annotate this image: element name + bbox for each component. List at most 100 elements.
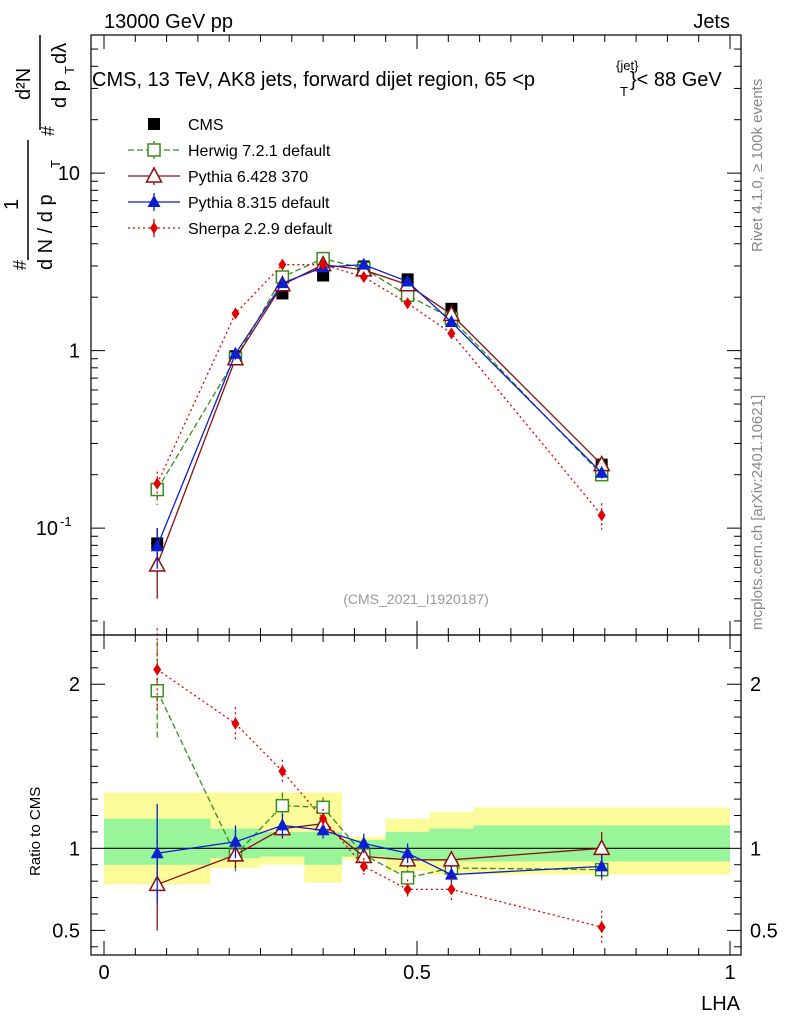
ratio-y-tick-label-left-2: 2 (69, 674, 80, 696)
ratio-frame (90, 634, 742, 956)
energy-label: 13000 GeV pp (104, 11, 233, 33)
legend-marker-pythia-6-428-370 (145, 166, 163, 183)
ratio-point-sherpa-2-2-9-default-7 (597, 921, 606, 934)
legend-label-pythia-8-315-default: Pythia 8.315 default (188, 195, 330, 212)
legend-marker-sherpa-2-2-9-default (150, 222, 158, 234)
ratio-point-pythia-8-315-default-0 (150, 846, 164, 859)
legend-label-herwig-7-2-1-default: Herwig 7.2.1 default (188, 143, 331, 160)
ratio-y-tick-label-right-2: 2 (750, 674, 761, 696)
x-tick-label-2: 1 (724, 962, 735, 984)
ratio-point-sherpa-2-2-9-default-5 (403, 883, 412, 896)
legend-marker-cms (148, 118, 160, 130)
legend: CMS Herwig 7.2.1 default Pythia 6.428 370 P… (128, 117, 333, 238)
ylabel-hash-2: # (38, 126, 58, 136)
ratio-series-pythia-8-315-default (150, 804, 609, 903)
main-line-pythia-8-315-default (156, 264, 603, 547)
ylabel-dpt: d p (49, 80, 71, 108)
ratio-point-pythia-6-428-370-6 (442, 850, 461, 867)
ylabel-denominator-sub: T (48, 160, 63, 168)
legend-item-sherpa-2-2-9-default: Sherpa 2.2.9 default (128, 219, 333, 238)
ylabel-numerator: 1 (1, 199, 23, 210)
plot-title-main: CMS, 13 TeV, AK8 jets, forward dijet reg… (92, 69, 535, 91)
ratio-y-axis-label: Ratio to CMS (27, 787, 44, 876)
legend-label-cms: CMS (188, 117, 224, 134)
ratio-line-sherpa-2-2-9-default (156, 668, 602, 928)
ratio-y-tick-label-left-0: 0.5 (52, 920, 80, 942)
ylabel-dlambda: dλ (49, 43, 71, 64)
ratio-line-pythia-8-315-default (157, 824, 602, 876)
main-point-sherpa-2-2-9-default-6 (447, 327, 456, 340)
plot-title-subscript: T (620, 84, 628, 99)
ratio-point-sherpa-2-2-9-default-4 (359, 860, 368, 873)
main-y-axis-label: # 1 d N / d p T # d²N d p T dλ (1, 35, 77, 270)
main-point-pythia-8-315-default-2 (275, 276, 289, 289)
main-point-sherpa-2-2-9-default-4 (359, 270, 368, 283)
main-point-sherpa-2-2-9-default-5 (403, 297, 412, 310)
plot-title-tail: }< 88 GeV (630, 69, 722, 91)
ratio-line-pythia-6-428-370 (156, 823, 602, 886)
main-point-sherpa-2-2-9-default-2 (278, 258, 287, 271)
main-point-sherpa-2-2-9-default-0 (153, 477, 162, 490)
legend-marker-herwig-7-2-1-default (147, 143, 161, 157)
ratio-series-sherpa-2-2-9-default (153, 628, 606, 944)
main-y-tick-label-0: 10 (36, 518, 58, 540)
legend-marker-pythia-8-315-default (147, 195, 161, 207)
main-line-pythia-6-428-370 (156, 263, 603, 566)
legend-item-pythia-8-315-default: Pythia 8.315 default (128, 193, 330, 212)
ratio-plot-series (148, 628, 611, 944)
ratio-point-herwig-7-2-1-default-5 (400, 871, 415, 885)
legend-label-sherpa-2-2-9-default: Sherpa 2.2.9 default (188, 221, 333, 238)
ratio-y-tick-label-left-1: 1 (69, 838, 80, 860)
rivet-label: Rivet 4.1.0, ≥ 100k events (749, 79, 766, 252)
ratio-point-pythia-8-315-default-1 (228, 834, 242, 847)
main-series-sherpa-2-2-9-default (153, 258, 606, 530)
ratio-line-herwig-7-2-1-default (156, 690, 602, 879)
main-point-pythia-8-315-default-5 (401, 274, 415, 287)
main-point-pythia-8-315-default-4 (357, 257, 371, 270)
legend-item-herwig-7-2-1-default: Herwig 7.2.1 default (128, 141, 331, 160)
jets-label: Jets (693, 11, 730, 33)
ratio-point-sherpa-2-2-9-default-0 (153, 663, 162, 676)
main-point-pythia-8-315-default-0 (150, 539, 164, 552)
ratio-y-tick-label-right-0: 0.5 (750, 920, 778, 942)
legend-item-cms: CMS (148, 117, 224, 134)
main-plot-series (148, 251, 611, 599)
analysis-watermark: (CMS_2021_I1920187) (343, 591, 489, 607)
main-series-pythia-6-428-370 (148, 255, 611, 599)
ratio-point-sherpa-2-2-9-default-1 (231, 717, 240, 730)
ratio-point-pythia-8-315-default-7 (595, 859, 609, 872)
ylabel-denominator: d N / d p (35, 194, 57, 270)
main-y-tick-label-2: 10 (58, 163, 80, 185)
main-series-herwig-7-2-1-default (150, 251, 609, 505)
ratio-point-pythia-8-315-default-4 (357, 836, 371, 849)
main-point-pythia-8-315-default-1 (228, 346, 242, 359)
x-axis-label: LHA (701, 993, 741, 1015)
ratio-point-pythia-8-315-default-6 (444, 867, 458, 880)
x-tick-label-0: 0 (98, 962, 109, 984)
main-point-pythia-8-315-default-6 (444, 314, 458, 327)
plot-title: CMS, 13 TeV, AK8 jets, forward dijet reg… (92, 69, 535, 91)
ratio-point-sherpa-2-2-9-default-3 (319, 812, 328, 825)
main-series-cms (151, 260, 608, 563)
ylabel-hash-1: # (10, 260, 30, 270)
main-point-pythia-8-315-default-7 (595, 465, 609, 478)
plot-title-superscript: {jet} (616, 58, 639, 73)
main-line-herwig-7-2-1-default (156, 257, 603, 490)
ylabel-dpt-sub: T (62, 66, 77, 74)
main-point-cms-3 (317, 269, 330, 282)
ratio-point-pythia-6-428-370-7 (592, 838, 611, 856)
main-y-tick-label-1: 1 (69, 341, 80, 363)
main-point-sherpa-2-2-9-default-3 (319, 258, 328, 271)
ratio-point-pythia-8-315-default-2 (275, 818, 289, 831)
legend-label-pythia-6-428-370: Pythia 6.428 370 (188, 169, 308, 186)
main-point-sherpa-2-2-9-default-7 (597, 509, 606, 522)
x-tick-label-1: 0.5 (403, 962, 431, 984)
legend-item-pythia-6-428-370: Pythia 6.428 370 (128, 166, 308, 186)
main-point-sherpa-2-2-9-default-1 (231, 307, 240, 320)
ratio-uncertainty-bands (104, 792, 730, 885)
ratio-point-pythia-8-315-default-5 (401, 846, 415, 859)
ratio-point-herwig-7-2-1-default-3 (316, 800, 330, 815)
ratio-y-tick-label-right-1: 1 (750, 838, 761, 860)
